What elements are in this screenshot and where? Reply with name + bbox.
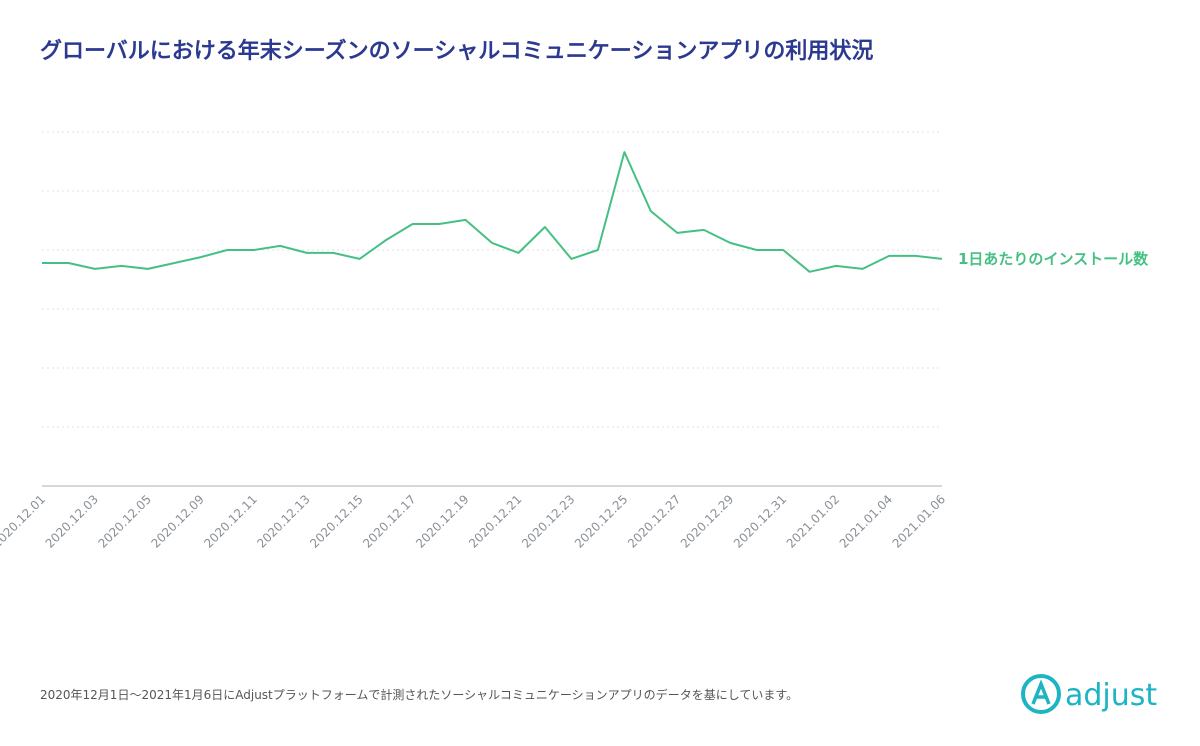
x-tick-label: 2020.12.29 <box>678 492 736 550</box>
logo-text: adjust <box>1065 678 1157 713</box>
x-tick-label: 2020.12.13 <box>254 492 312 550</box>
x-tick-label: 2020.12.27 <box>625 492 683 550</box>
x-tick-label: 2020.12.31 <box>731 492 789 550</box>
x-tick-label: 2020.12.25 <box>572 492 630 550</box>
logo-icon <box>1021 674 1061 714</box>
x-tick-label: 2020.12.19 <box>413 492 471 550</box>
x-tick-label: 2020.12.17 <box>360 492 418 550</box>
x-tick-label: 2020.12.15 <box>307 492 365 550</box>
logo-icon-a <box>1031 679 1051 705</box>
x-tick-label: 2020.12.05 <box>96 492 154 550</box>
footnote: 2020年12月1日～2021年1月6日にAdjustプラットフォームで計測され… <box>40 687 798 702</box>
x-tick-label: 2020.12.09 <box>148 492 206 550</box>
x-tick-label: 2020.12.23 <box>519 492 577 550</box>
logo: adjust <box>1021 674 1157 714</box>
x-tick-label: 2021.01.02 <box>784 492 842 550</box>
x-tick-label: 2020.12.03 <box>43 492 101 550</box>
x-tick-label: 2020.12.01 <box>0 492 48 550</box>
x-tick-label: 2021.01.06 <box>890 492 948 550</box>
series-label: 1日あたりのインストール数 <box>958 250 1149 268</box>
x-tick-label: 2020.12.21 <box>466 492 524 550</box>
chart-title: グローバルにおける年末シーズンのソーシャルコミュニケーションアプリの利用状況 <box>40 38 873 64</box>
x-tick-label: 2020.12.11 <box>201 492 259 550</box>
x-tick-label: 2021.01.04 <box>837 492 895 550</box>
series-line <box>42 151 943 273</box>
